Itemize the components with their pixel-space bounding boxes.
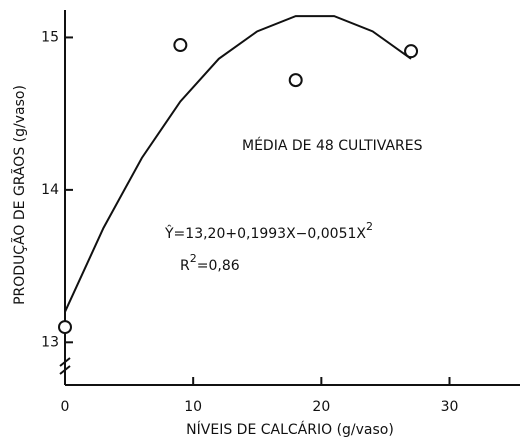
x-tick-label: 10: [184, 399, 202, 415]
r2-text: R: [180, 258, 190, 274]
y-tick-label: 14: [41, 182, 59, 198]
equation-sup: 2: [366, 220, 373, 233]
y-axis-label: PRODUÇÃO DE GRÃOS (g/vaso): [11, 85, 28, 305]
x-tick-label: 0: [61, 399, 70, 415]
equation: Ŷ=13,20+0,1993X−0,0051X2: [164, 220, 373, 242]
y-tick-label: 15: [41, 29, 59, 45]
x-axis-label: NÍVEIS DE CALCÁRIO (g/vaso): [186, 421, 394, 438]
equation-text: Ŷ=13,20+0,1993X−0,0051X: [164, 224, 366, 242]
r2-sup: 2: [190, 252, 197, 265]
r2: R2=0,86: [180, 252, 240, 274]
point: [58, 320, 72, 335]
x-tick-label: 30: [441, 399, 459, 415]
x-tick-label: 20: [312, 399, 330, 415]
r2-rest: =0,86: [197, 258, 240, 274]
axis-break: [59, 357, 71, 367]
point: [173, 38, 188, 53]
axis-break: [59, 365, 71, 375]
subtitle: MÉDIA DE 48 CULTIVARES: [242, 137, 423, 154]
fit-curve: [64, 15, 412, 313]
point: [404, 44, 419, 59]
point: [288, 73, 303, 88]
y-tick-label: 13: [41, 334, 59, 350]
